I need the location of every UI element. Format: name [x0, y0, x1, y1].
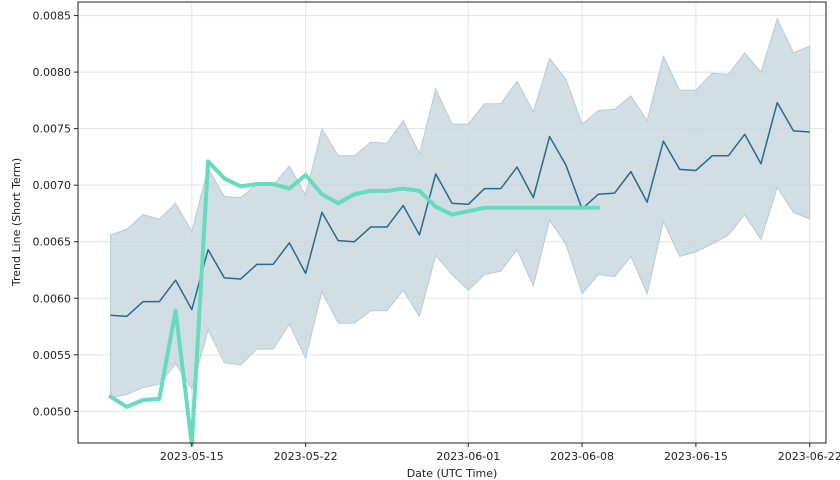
- x-tick-label: 2023-06-01: [436, 450, 500, 463]
- y-tick-label: 0.0060: [33, 292, 72, 305]
- x-axis-label: Date (UTC Time): [407, 467, 498, 480]
- x-tick-label: 2023-05-15: [160, 450, 224, 463]
- y-tick-label: 0.0055: [33, 349, 72, 362]
- plot-frame: [77, 1, 827, 444]
- y-tick-label: 0.0080: [33, 66, 72, 79]
- axes-frame: [77, 1, 827, 444]
- y-axis-label: Trend Line (Short Term): [10, 158, 23, 287]
- x-tick-label: 2023-05-22: [274, 450, 338, 463]
- y-tick-label: 0.0050: [33, 405, 72, 418]
- confidence-band: [110, 17, 811, 399]
- y-tick-label: 0.0085: [33, 10, 72, 23]
- x-tick-label: 2023-06-22: [778, 450, 840, 463]
- x-axis-ticks: 2023-05-15 2023-05-22 2023-06-01 2023-06-08…: [160, 443, 840, 463]
- y-tick-label: 0.0065: [33, 236, 72, 249]
- x-tick-label: 2023-06-08: [550, 450, 614, 463]
- y-axis-ticks: 0.0050 0.0055 0.0060 0.0065 0.0070 0.0075 0.00…: [33, 10, 78, 418]
- confidence-band-area: [110, 17, 811, 399]
- trend-series-line: [110, 101, 810, 318]
- x-tick-label: 2023-06-15: [664, 450, 728, 463]
- y-tick-label: 0.0075: [33, 123, 72, 136]
- y-tick-label: 0.0070: [33, 179, 72, 192]
